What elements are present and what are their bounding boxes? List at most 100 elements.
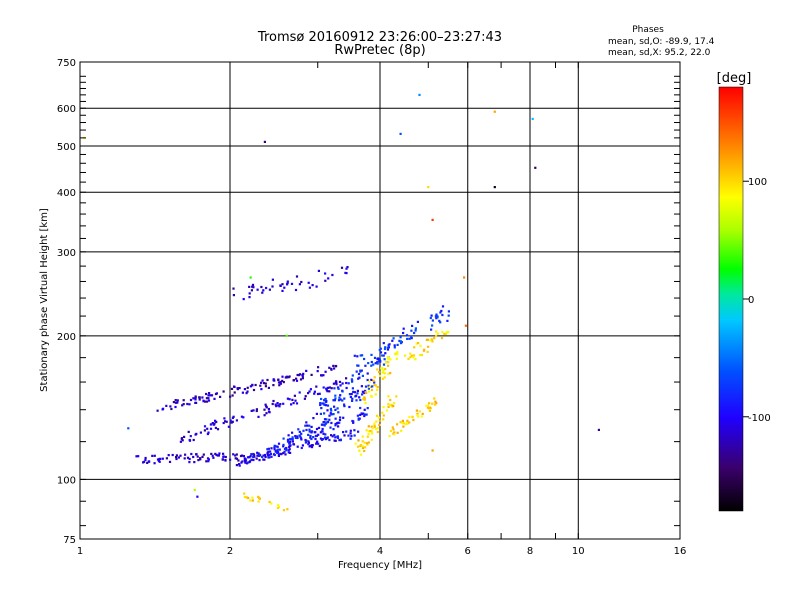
echo-point (206, 432, 209, 436)
echo-point (291, 431, 294, 434)
echo-point (410, 354, 413, 357)
echo-point (445, 331, 448, 334)
echo-point (224, 420, 227, 423)
echo-point (144, 458, 147, 462)
echo-point (319, 437, 322, 440)
echo-point (493, 186, 496, 189)
echo-point (364, 364, 367, 367)
echo-point (267, 456, 270, 459)
echo-point (307, 433, 310, 436)
echo-point (241, 454, 244, 457)
echo-point (258, 453, 261, 456)
echo-point (399, 342, 403, 345)
echo-point (363, 408, 366, 411)
echo-point (286, 281, 289, 285)
echo-point (260, 381, 263, 384)
echo-point (269, 452, 272, 455)
echo-point (337, 425, 340, 428)
echo-point (254, 383, 257, 387)
echo-point (416, 413, 419, 417)
echo-point (402, 327, 405, 330)
echo-point (267, 386, 270, 389)
echo-point (325, 404, 328, 407)
echo-point (412, 354, 416, 357)
echo-point (187, 430, 190, 433)
echo-point (283, 286, 286, 289)
echo-point (419, 354, 422, 357)
echo-point (209, 394, 212, 397)
echo-point (282, 443, 285, 446)
echo-point (396, 353, 399, 356)
echo-point (318, 392, 321, 395)
echo-point (361, 435, 364, 438)
echo-point (247, 461, 250, 464)
echo-point (375, 414, 379, 417)
echo-point (370, 425, 373, 428)
echo-point (348, 405, 351, 409)
echo-point (324, 370, 327, 373)
echo-point (158, 460, 161, 463)
echo-point (310, 437, 313, 441)
echo-point (320, 397, 323, 401)
echo-point (339, 394, 342, 397)
echo-point (268, 411, 271, 414)
echo-point (333, 433, 336, 437)
echo-point (240, 461, 243, 464)
echo-point (201, 455, 204, 458)
echo-point (351, 387, 354, 390)
echo-point (340, 266, 344, 269)
echo-point (443, 332, 446, 336)
echo-point (304, 438, 307, 442)
echo-point (245, 392, 248, 395)
echo-point (251, 384, 254, 387)
echo-point (357, 372, 361, 376)
echo-point (441, 331, 444, 334)
echo-point (309, 388, 312, 391)
echo-point (334, 436, 337, 439)
echo-point (300, 432, 303, 435)
echo-point (314, 431, 317, 434)
echo-point (390, 404, 393, 407)
echo-point (252, 286, 255, 289)
echo-point (387, 364, 390, 367)
echo-point (194, 398, 197, 401)
echo-point (255, 409, 258, 413)
echo-point (300, 446, 303, 450)
echo-point (219, 395, 222, 398)
echo-point (382, 363, 386, 366)
echo-point (250, 409, 253, 412)
echo-point (357, 417, 360, 420)
echo-point (326, 436, 329, 439)
echo-point (399, 132, 402, 135)
echo-point (287, 451, 290, 454)
echo-point (359, 453, 363, 456)
echo-point (192, 438, 195, 442)
echo-point (308, 286, 311, 289)
echo-point (378, 419, 381, 422)
echo-point (416, 320, 419, 323)
x-tick-label: 6 (465, 546, 471, 557)
echo-point (210, 394, 214, 397)
echo-point (321, 427, 324, 431)
echo-point (315, 385, 318, 388)
echo-point (417, 415, 420, 418)
echo-point (367, 387, 370, 390)
echo-point (309, 434, 312, 438)
echo-point (174, 405, 177, 409)
echo-point (359, 398, 362, 402)
echo-point (425, 404, 428, 407)
echo-point (337, 387, 340, 390)
echo-point (357, 445, 360, 448)
echo-point (207, 397, 210, 400)
echo-point (361, 374, 364, 377)
echo-point (235, 457, 239, 460)
echo-point (328, 386, 331, 389)
echo-point (325, 400, 328, 403)
echo-point (310, 430, 314, 433)
echo-point (292, 379, 295, 382)
echo-point (439, 311, 442, 314)
echo-point (181, 439, 184, 442)
echo-point (277, 378, 280, 382)
echo-point (237, 459, 240, 462)
echo-point (382, 406, 385, 409)
